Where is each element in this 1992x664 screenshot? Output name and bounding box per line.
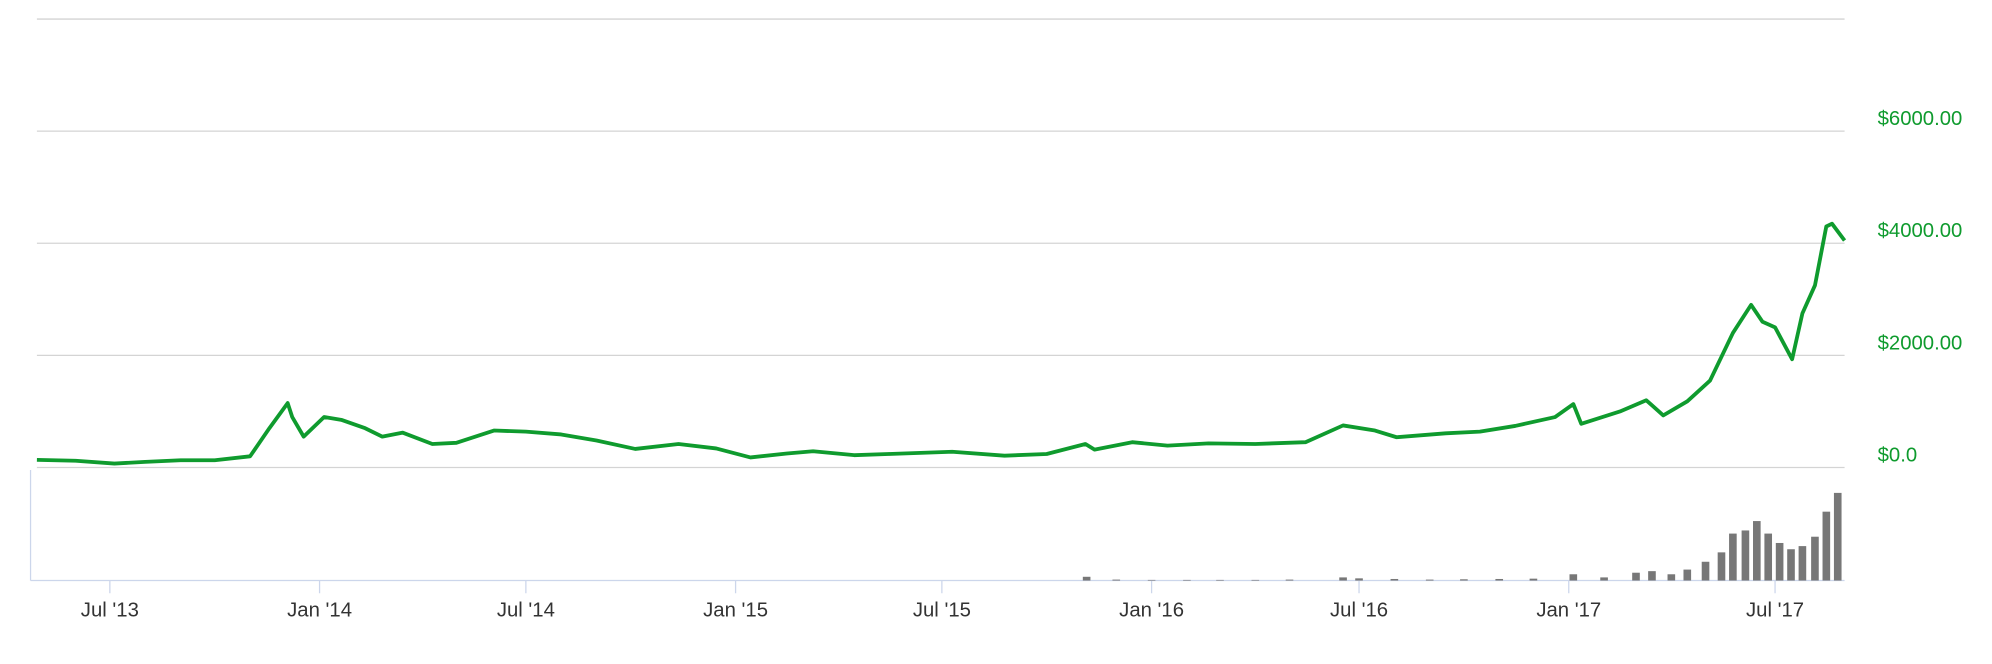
volume-bar <box>1216 579 1224 581</box>
x-tick-label: Jan '16 <box>1119 599 1184 621</box>
volume-bar <box>1251 579 1260 581</box>
x-tick-label: Jan '15 <box>703 599 768 621</box>
volume-bar <box>1717 552 1726 581</box>
volume-bar <box>1183 579 1191 581</box>
volume-bar <box>1753 521 1761 581</box>
volume-bar <box>1390 578 1399 581</box>
volume-bar <box>1529 578 1538 581</box>
volume-bar <box>1600 577 1608 581</box>
volume-bar <box>1355 578 1363 581</box>
volume-bar <box>1787 549 1795 581</box>
volume-bar <box>1683 569 1692 581</box>
x-tick-label: Jul '16 <box>1330 599 1388 621</box>
volume-bar <box>1822 511 1831 581</box>
volume-bar <box>1667 574 1676 581</box>
x-tick-label: Jul '13 <box>81 599 139 621</box>
x-tick-label: Jul '14 <box>497 599 555 621</box>
price-line <box>36 221 1847 466</box>
volume-bar <box>1811 536 1819 581</box>
volume-bar <box>1495 578 1504 581</box>
volume-bar <box>1741 530 1750 581</box>
volume-bar <box>1569 574 1578 581</box>
volume-bar <box>1648 571 1656 581</box>
volume-bar <box>1701 561 1710 581</box>
y-tick-label: $6000.00 <box>1878 108 1963 130</box>
volume-bar <box>1632 572 1640 581</box>
volume-bar <box>1112 579 1121 581</box>
volume-bar <box>1833 492 1842 581</box>
x-tick-label: Jul '17 <box>1746 599 1804 621</box>
y-tick-label: $2000.00 <box>1878 332 1963 354</box>
volume-bar <box>1798 546 1807 581</box>
volume-bar <box>1764 533 1773 581</box>
y-tick-label: $4000.00 <box>1878 220 1963 242</box>
x-tick-label: Jul '15 <box>913 599 971 621</box>
volume-bar <box>1082 576 1091 581</box>
y-tick-label: $0.0 <box>1878 444 1918 466</box>
volume-bar <box>1775 542 1784 581</box>
volume-bar <box>1729 533 1737 581</box>
volume-bar <box>1147 579 1156 581</box>
volume-bar <box>1339 577 1347 581</box>
x-tick-label: Jan '17 <box>1536 599 1601 621</box>
x-tick-label: Jan '14 <box>287 599 352 621</box>
volume-bar <box>1285 579 1294 581</box>
volume-bar <box>1425 579 1434 581</box>
volume-bar <box>1460 579 1468 581</box>
